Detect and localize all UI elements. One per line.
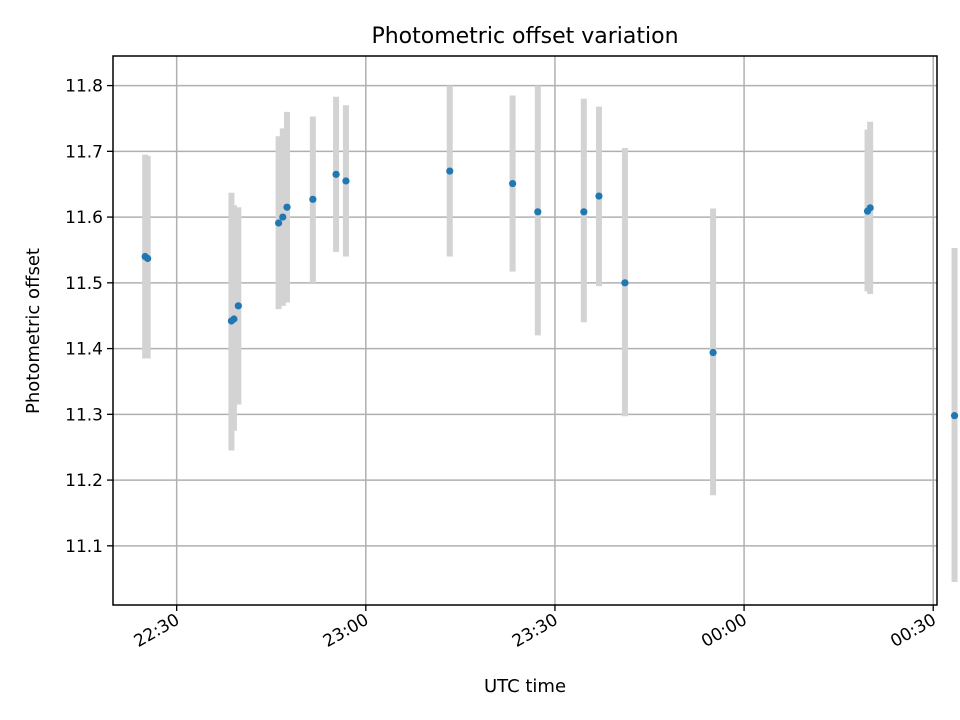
y-axis-label: Photometric offset bbox=[23, 248, 44, 414]
y-tick-label: 11.2 bbox=[65, 471, 103, 491]
data-point bbox=[534, 208, 542, 216]
data-point bbox=[144, 254, 152, 263]
data-point bbox=[283, 203, 291, 211]
x-tick-label: 22:30 bbox=[131, 610, 183, 652]
x-tick-label: 00:00 bbox=[698, 610, 750, 652]
data-point bbox=[621, 279, 629, 287]
data-point bbox=[274, 219, 283, 227]
chart-title: Photometric offset variation bbox=[371, 24, 678, 49]
x-tick-label: 00:30 bbox=[887, 610, 939, 652]
x-tick-label: 23:30 bbox=[509, 610, 561, 652]
data-point bbox=[234, 302, 242, 310]
y-tick-label: 11.3 bbox=[65, 405, 103, 425]
data-point bbox=[709, 348, 717, 357]
grid bbox=[113, 56, 937, 605]
y-tick-label: 11.5 bbox=[65, 274, 103, 294]
data-point bbox=[595, 192, 603, 200]
data-point bbox=[309, 195, 317, 203]
y-tick-label: 11.7 bbox=[65, 142, 103, 162]
data-point bbox=[866, 204, 874, 212]
data-point bbox=[580, 208, 588, 216]
data-point bbox=[230, 315, 238, 323]
y-tick-label: 11.1 bbox=[65, 537, 103, 557]
x-tick-label: 23:00 bbox=[320, 610, 372, 652]
y-tick-label: 11.6 bbox=[65, 208, 103, 228]
data-point bbox=[279, 213, 287, 221]
data-point bbox=[950, 412, 959, 420]
data-points bbox=[141, 167, 959, 420]
y-tick-label: 11.4 bbox=[65, 340, 103, 360]
data-point bbox=[332, 170, 340, 178]
y-tick-label: 11.8 bbox=[65, 77, 103, 97]
data-point bbox=[342, 177, 350, 185]
y-axis-ticks: 11.1 11.2 11.3 11.4 11.5 11.6 11.7 11.8 bbox=[65, 77, 113, 557]
x-axis-label: UTC time bbox=[484, 676, 566, 697]
data-point bbox=[509, 179, 517, 188]
plot-frame bbox=[112, 55, 938, 606]
data-point bbox=[446, 167, 454, 175]
error-bars bbox=[142, 85, 958, 582]
